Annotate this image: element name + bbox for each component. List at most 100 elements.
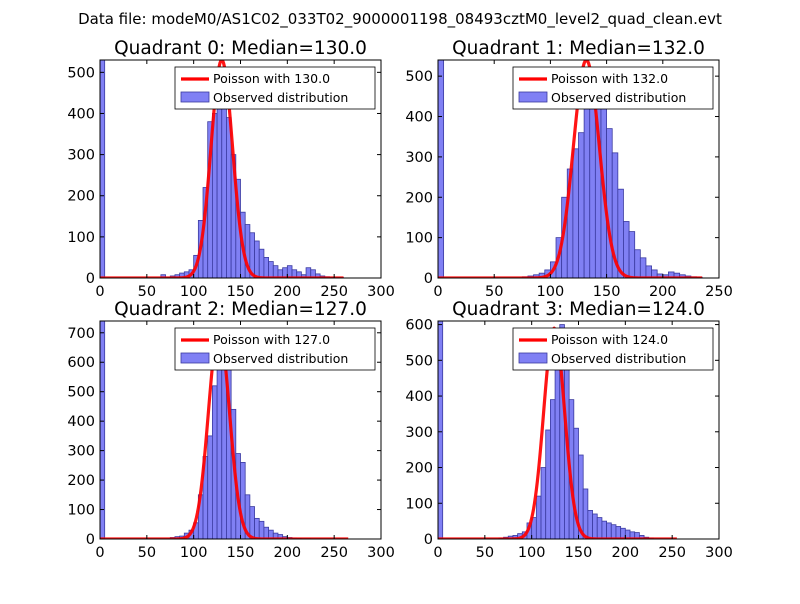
histogram-bar [226,118,231,278]
legend-line-label: Poisson with 132.0 [551,71,668,86]
y-tick-label: 500 [405,69,433,85]
histogram-bar [287,266,292,278]
x-tick-label: 250 [320,545,348,561]
y-tick-label: 400 [67,106,95,122]
histogram-bar [616,526,621,539]
legend-bar-swatch [519,353,547,363]
legend-bar-label: Observed distribution [213,90,348,105]
histogram-bar [541,468,546,539]
x-tick-label: 150 [227,545,255,561]
x-tick-label: 150 [227,284,255,300]
y-tick-label: 0 [86,532,95,548]
y-tick-label: 0 [424,271,433,287]
legend-bar-swatch [181,92,209,102]
histogram-bar [579,133,585,278]
histogram-bar [255,241,260,278]
x-tick-label: 200 [273,284,301,300]
histogram-bar [100,321,105,539]
subplot-title: Quadrant 2: Median=127.0 [114,299,367,320]
legend-line-label: Poisson with 130.0 [213,71,330,86]
x-tick-label: 0 [433,284,442,300]
x-tick-label: 150 [593,284,621,300]
subplot-quadrant-0: Quadrant 0: Median=130.0 0 50 100 150 200 250 3… [67,38,395,300]
y-tick-label: 100 [405,496,433,512]
legend-bar-swatch [181,353,209,363]
x-tick-label: 250 [320,284,348,300]
legend: Poisson with 124.0 Observed distribution [513,328,713,370]
histogram-bar [646,266,652,278]
x-tick-label: 0 [95,284,104,300]
y-tick-label: 100 [67,503,95,519]
legend-line-label: Poisson with 127.0 [213,332,330,347]
x-tick-label: 250 [658,545,686,561]
histogram-bar [635,250,641,278]
histogram-bar [100,60,105,278]
histogram-bar [273,266,278,278]
subplot-title: Quadrant 0: Median=130.0 [114,38,367,59]
histogram-bar [546,430,551,539]
x-tick-label: 100 [537,284,565,300]
x-tick-label: 100 [180,284,208,300]
y-tick-label: 0 [86,271,95,287]
y-tick-label: 200 [67,473,95,489]
histogram-bar [602,521,607,539]
y-tick-label: 300 [405,150,433,166]
legend: Poisson with 127.0 Observed distribution [175,328,375,370]
legend-bar-label: Observed distribution [551,351,686,366]
histogram-bar [640,258,646,278]
x-tick-label: 100 [518,545,546,561]
y-tick-label: 400 [67,414,95,430]
legend-bar-swatch [519,92,547,102]
x-tick-label: 50 [138,284,156,300]
y-tick-label: 300 [67,148,95,164]
histogram-bar [264,527,269,539]
x-tick-label: 50 [476,545,494,561]
y-tick-label: 400 [405,389,433,405]
x-tick-label: 150 [565,545,593,561]
histogram-bar [583,489,588,539]
histogram-bar [629,232,635,278]
legend-line-label: Poisson with 124.0 [551,332,668,347]
histogram-bar [269,262,274,278]
histogram-bar [550,400,555,539]
subplot-quadrant-2: Quadrant 2: Median=127.0 0 50 100 150 200 250 3… [67,299,395,561]
y-tick-label: 700 [67,326,95,342]
histogram-bar [259,521,264,539]
x-tick-label: 300 [367,284,395,300]
histogram-bar [607,523,612,539]
y-tick-label: 500 [67,65,95,81]
x-tick-label: 50 [138,545,156,561]
figure-suptitle: Data file: modeM0/AS1C02_033T02_90000011… [78,10,722,29]
x-tick-label: 50 [485,284,503,300]
histogram-bar [212,386,217,539]
y-tick-label: 500 [67,385,95,401]
histogram-bar [593,514,598,539]
x-tick-label: 200 [273,545,301,561]
histogram-bar [264,257,269,278]
histogram-bar [611,525,616,539]
x-tick-label: 100 [180,545,208,561]
y-tick-label: 200 [67,189,95,205]
legend-bar-label: Observed distribution [213,351,348,366]
y-tick-label: 600 [67,355,95,371]
histogram-bar [597,518,602,539]
subplot-title: Quadrant 3: Median=124.0 [452,299,705,320]
y-tick-label: 300 [67,444,95,460]
y-tick-label: 600 [405,318,433,334]
histogram-bar [623,221,629,278]
x-tick-label: 200 [649,284,677,300]
x-tick-label: 300 [367,545,395,561]
y-tick-label: 100 [67,230,95,246]
histogram-bar [438,60,444,278]
histogram-bar [607,129,613,278]
y-tick-label: 300 [405,425,433,441]
y-tick-label: 0 [424,532,433,548]
y-tick-label: 100 [405,231,433,247]
subplot-title: Quadrant 1: Median=132.0 [452,38,705,59]
x-tick-label: 0 [95,545,104,561]
histogram-bar [250,507,255,539]
